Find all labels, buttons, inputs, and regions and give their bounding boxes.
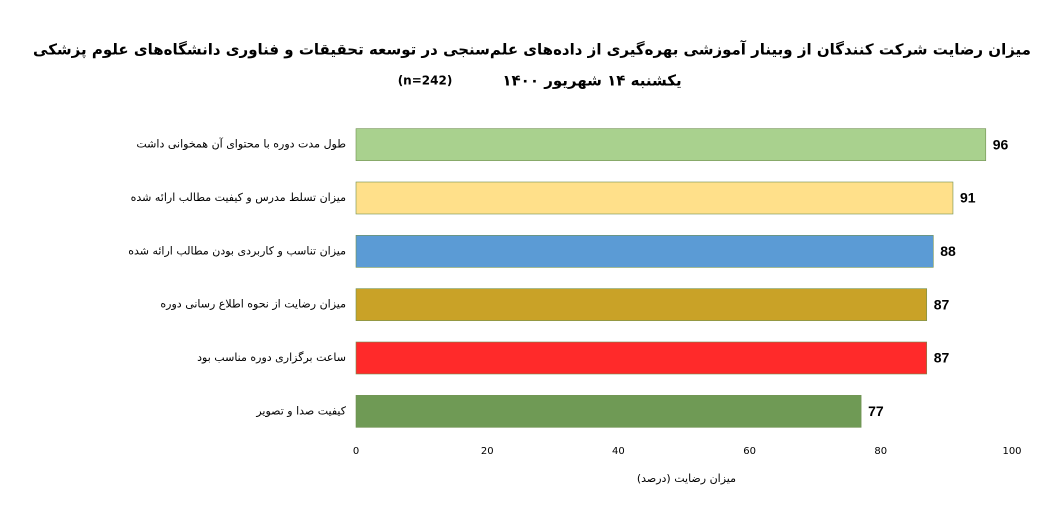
x-tick-label: 60 bbox=[743, 446, 756, 457]
x-tick-label: 40 bbox=[612, 446, 625, 457]
chart-title: میزان رضایت شرکت کنندگان از وبینار آموزش… bbox=[33, 41, 1031, 60]
x-tick-label: 100 bbox=[1002, 446, 1021, 457]
bar bbox=[355, 395, 862, 428]
category-label: میزان رضایت از نحوه اطلاع رسانی دوره bbox=[160, 298, 346, 311]
value-label: 96 bbox=[993, 136, 1009, 152]
sample-note: (n=242) bbox=[398, 74, 453, 88]
x-tick-label: 20 bbox=[481, 446, 494, 457]
value-label: 88 bbox=[940, 243, 956, 259]
category-label: میزان تسلط مدرس و کیفیت مطالب ارائه شده bbox=[131, 191, 346, 204]
value-label: 87 bbox=[934, 350, 950, 366]
x-tick-label: 80 bbox=[874, 446, 887, 457]
bar bbox=[355, 235, 934, 268]
x-axis-label: میزان رضایت (درصد) bbox=[637, 472, 736, 485]
chart-subtitle: یکشنبه ۱۴ شهریور ۱۴۰۰ bbox=[502, 72, 681, 90]
value-label: 87 bbox=[934, 296, 950, 312]
value-label: 91 bbox=[960, 190, 976, 206]
category-label: میزان تناسب و کاربردی بودن مطالب ارائه ش… bbox=[128, 244, 346, 257]
category-label: ساعت برگزاری دوره مناسب بود bbox=[197, 351, 346, 364]
category-label: طول مدت دوره با محتوای آن همخوانی داشت bbox=[136, 137, 346, 151]
bar bbox=[355, 341, 928, 375]
category-label: کیفیت صدا و تصویر bbox=[255, 404, 346, 417]
x-tick-label: 0 bbox=[353, 446, 359, 457]
bar bbox=[355, 288, 928, 321]
bar bbox=[355, 181, 954, 215]
value-label: 77 bbox=[868, 403, 884, 419]
bar bbox=[355, 128, 987, 161]
